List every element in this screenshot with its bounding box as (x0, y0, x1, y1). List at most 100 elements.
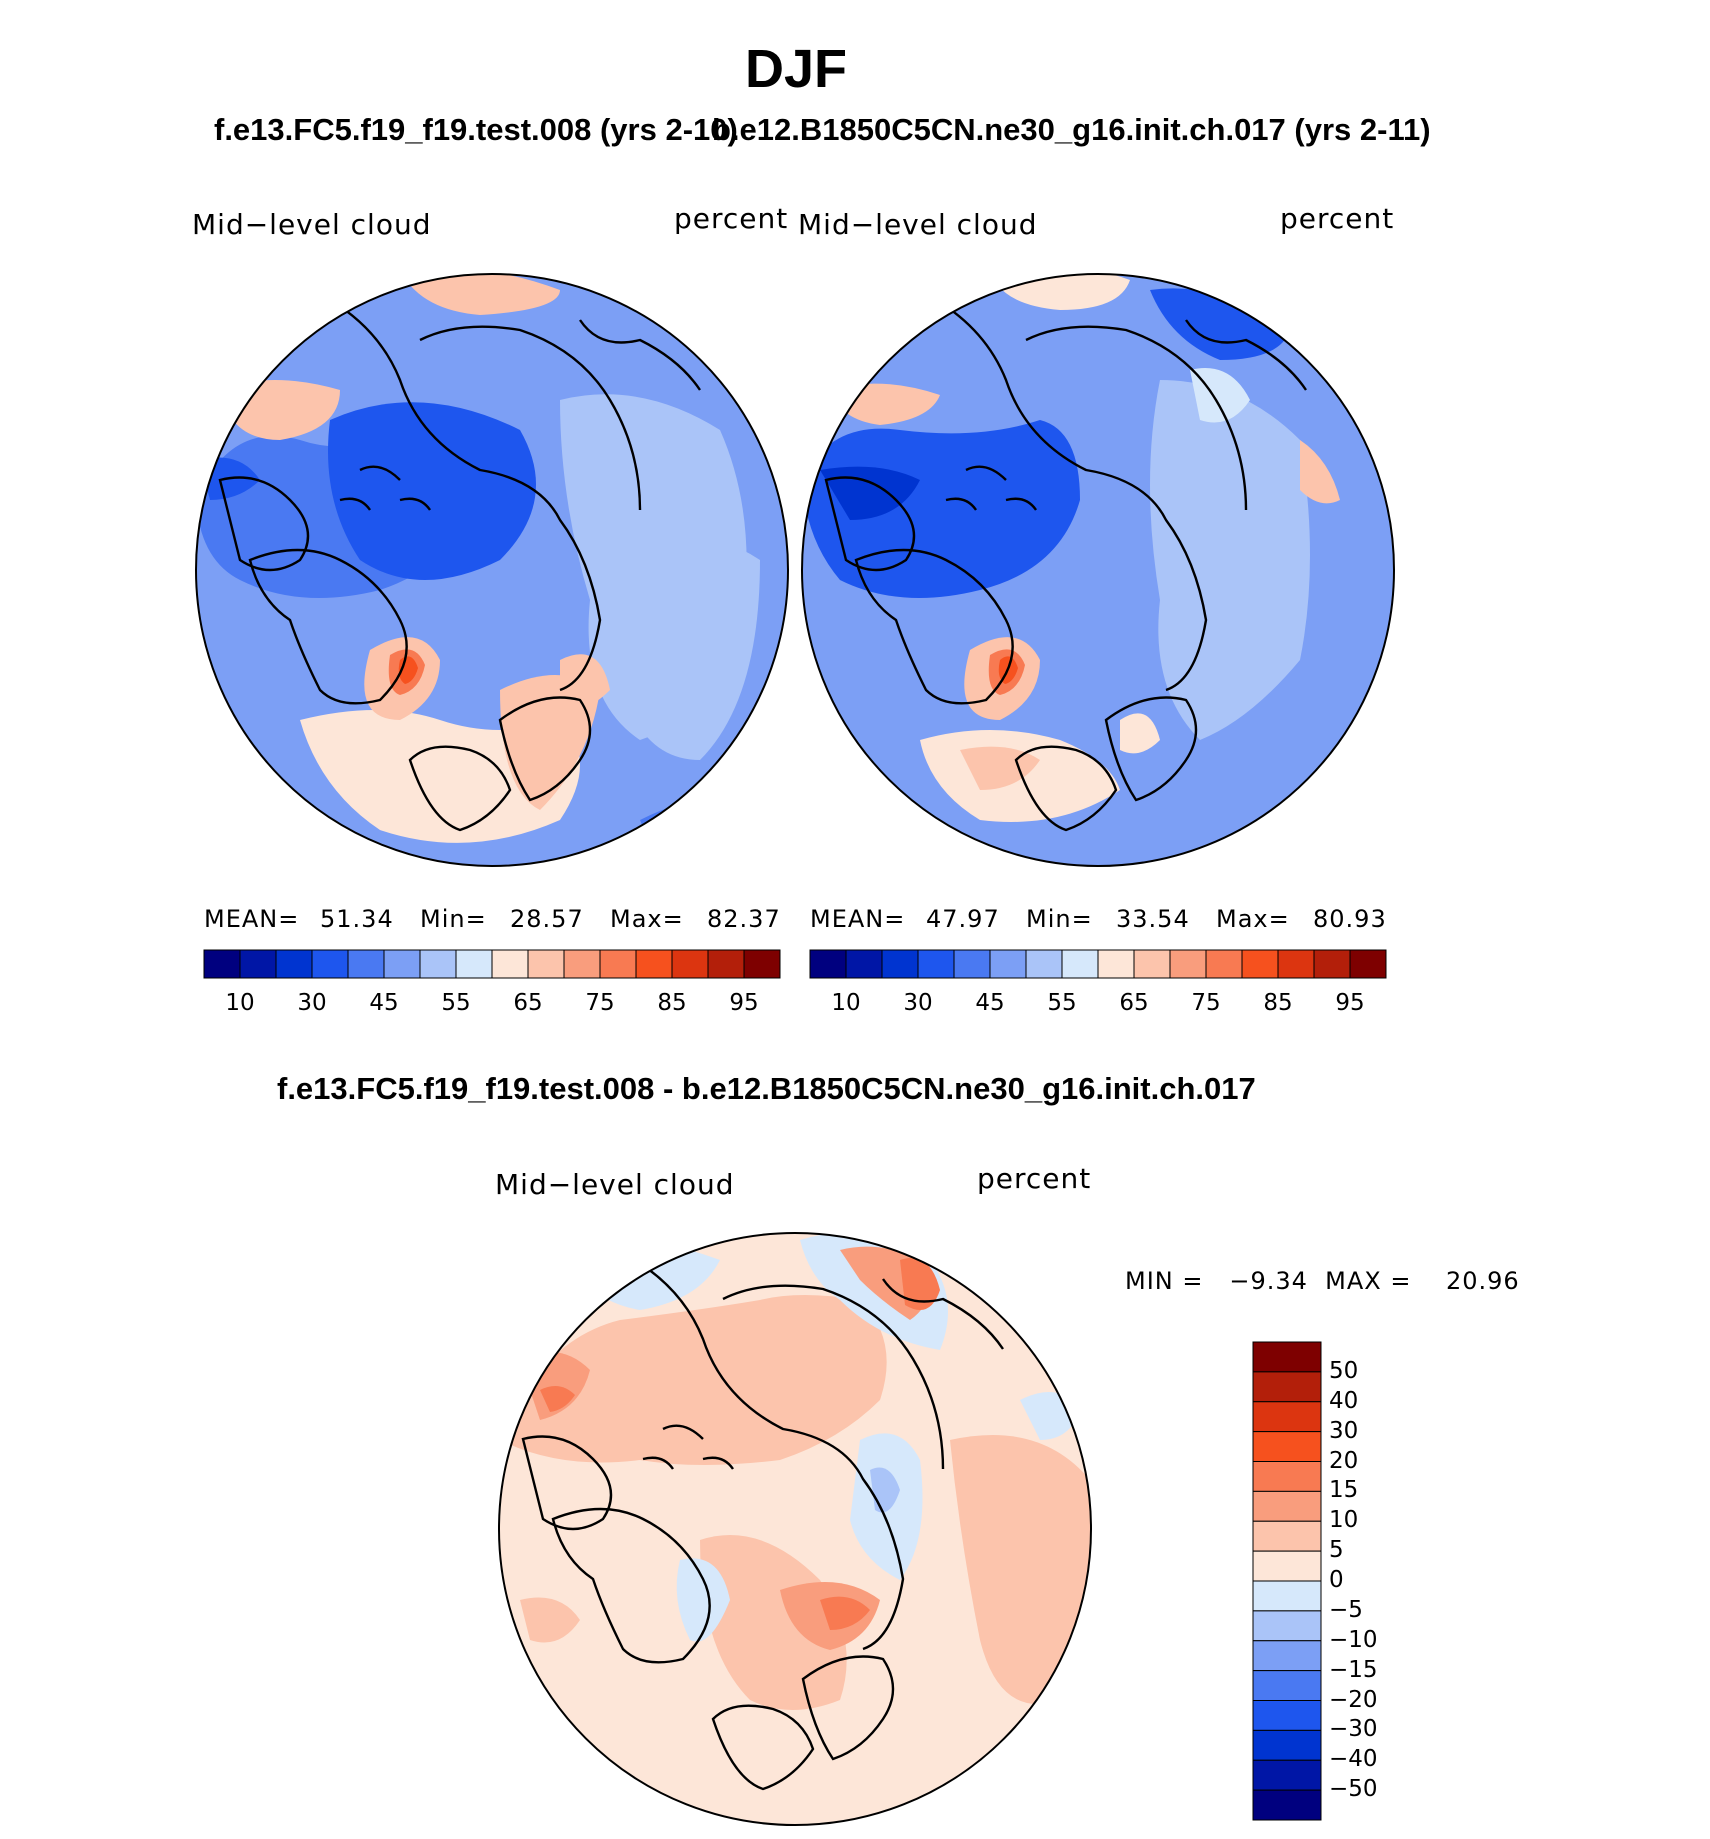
difference-colorbar-box (1252, 1640, 1322, 1672)
left-colorbar-tick-label: 10 (225, 990, 255, 1016)
right-polar-map (802, 274, 1394, 866)
difference-colorbar-box (1252, 1550, 1322, 1582)
difference-map-border (498, 1232, 1092, 1826)
left-map-border (195, 273, 789, 867)
left-colorbar-box (527, 949, 565, 979)
left-colorbar-tick-label: 65 (513, 990, 543, 1016)
right-units-label: percent (1280, 202, 1395, 235)
right-colorbar (809, 949, 1387, 979)
difference-colorbar-box (1252, 1520, 1322, 1552)
left-polar-map (196, 274, 788, 866)
right-colorbar-box (1241, 949, 1279, 979)
left-colorbar-box (491, 949, 529, 979)
right-colorbar-box (1025, 949, 1063, 979)
left-min-value: 28.57 (510, 905, 584, 933)
difference-colorbar-tick-label: 30 (1329, 1417, 1359, 1444)
left-colorbar-tick-label: 55 (441, 990, 471, 1016)
difference-title: f.e13.FC5.f19_f19.test.008 - b.e12.B1850… (277, 1071, 1256, 1106)
difference-variable-label: Mid−level cloud (495, 1168, 735, 1201)
left-colorbar-box (239, 949, 277, 979)
difference-colorbar-box (1252, 1490, 1322, 1522)
right-colorbar-box (1061, 949, 1099, 979)
difference-colorbar-box (1252, 1341, 1322, 1373)
right-colorbar-box (881, 949, 919, 979)
left-variable-label: Mid−level cloud (192, 208, 432, 241)
right-map-border (801, 273, 1395, 867)
difference-colorbar-tick-label: −20 (1329, 1686, 1378, 1713)
left-max-label: Max= (610, 905, 684, 933)
right-colorbar-box (953, 949, 991, 979)
right-colorbar-tick-label: 45 (975, 990, 1005, 1016)
difference-colorbar-box (1252, 1461, 1322, 1492)
right-max-label: Max= (1216, 905, 1290, 933)
left-mean-value: 51.34 (320, 905, 394, 933)
left-colorbar-box (275, 949, 313, 979)
right-mean-value: 47.97 (926, 905, 1000, 933)
left-colorbar-box (203, 949, 241, 979)
season-title: DJF (744, 39, 847, 99)
right-colorbar-box (1133, 949, 1171, 979)
right-colorbar-tick-label: 30 (903, 990, 933, 1016)
difference-colorbar-box (1252, 1700, 1322, 1731)
right-min-value: 33.54 (1116, 905, 1190, 933)
right-variable-label: Mid−level cloud (798, 208, 1038, 241)
difference-colorbar-tick-label: −10 (1329, 1626, 1378, 1653)
difference-colorbar-box (1252, 1610, 1322, 1642)
right-colorbar-tick-label: 10 (831, 990, 861, 1016)
left-colorbar-box (347, 949, 385, 979)
right-mean-label: MEAN= (810, 905, 906, 933)
difference-colorbar-tick-label: 50 (1329, 1357, 1359, 1384)
right-colorbar-box (809, 949, 847, 979)
difference-colorbar-tick-label: −5 (1329, 1596, 1363, 1623)
difference-colorbar-tick-label: 40 (1329, 1387, 1359, 1414)
left-min-label: Min= (420, 905, 487, 933)
difference-colorbar-tick-label: −30 (1329, 1716, 1378, 1743)
right-max-value: 80.93 (1313, 905, 1387, 933)
difference-colorbar-box (1252, 1580, 1322, 1612)
left-colorbar-tick-label: 75 (585, 990, 615, 1016)
right-colorbar-box (989, 949, 1027, 979)
left-colorbar-box (563, 949, 601, 979)
difference-colorbar-tick-label: 15 (1329, 1477, 1359, 1504)
difference-colorbar (1252, 1341, 1322, 1821)
right-min-label: Min= (1026, 905, 1093, 933)
right-colorbar-tick-label: 75 (1191, 990, 1221, 1016)
left-colorbar-box (599, 949, 637, 979)
difference-colorbar-tick-label: 20 (1329, 1447, 1359, 1474)
left-subtitle: f.e13.FC5.f19_f19.test.008 (yrs 2-10) (214, 112, 738, 147)
right-colorbar-tick-label: 85 (1263, 990, 1293, 1016)
difference-minmax: MIN = −9.34 MAX = 20.96 (1125, 1267, 1520, 1295)
right-subtitle: b.e12.B1850C5CN.ne30_g16.init.ch.017 (yr… (712, 112, 1431, 147)
right-colorbar-tick-label: 65 (1119, 990, 1149, 1016)
right-colorbar-box (1097, 949, 1135, 979)
right-colorbar-box (1313, 949, 1351, 979)
right-colorbar-box (1349, 949, 1387, 979)
difference-colorbar-tick-label: 5 (1329, 1537, 1344, 1564)
difference-colorbar-box (1252, 1789, 1322, 1821)
difference-units-label: percent (977, 1162, 1092, 1195)
difference-polar-map (499, 1233, 1091, 1825)
difference-colorbar-tick-label: 10 (1329, 1507, 1359, 1534)
left-colorbar (203, 949, 781, 979)
left-colorbar-box (455, 949, 493, 979)
left-colorbar-box (311, 949, 349, 979)
left-colorbar-tick-label: 45 (369, 990, 399, 1016)
difference-colorbar-box (1252, 1371, 1322, 1403)
difference-colorbar-box (1252, 1759, 1322, 1791)
left-colorbar-box (383, 949, 421, 979)
left-colorbar-box (707, 949, 745, 979)
left-colorbar-box (671, 949, 709, 979)
right-colorbar-tick-label: 55 (1047, 990, 1077, 1016)
difference-colorbar-box (1252, 1729, 1322, 1761)
left-colorbar-box (635, 949, 673, 979)
difference-colorbar-tick-label: 0 (1329, 1567, 1344, 1593)
difference-colorbar-tick-label: −50 (1329, 1776, 1378, 1803)
right-colorbar-box (917, 949, 955, 979)
left-colorbar-tick-label: 30 (297, 990, 327, 1016)
right-colorbar-tick-label: 95 (1335, 990, 1365, 1016)
difference-colorbar-box (1252, 1431, 1322, 1462)
right-colorbar-box (1205, 949, 1243, 979)
right-colorbar-box (845, 949, 883, 979)
left-colorbar-box (419, 949, 457, 979)
